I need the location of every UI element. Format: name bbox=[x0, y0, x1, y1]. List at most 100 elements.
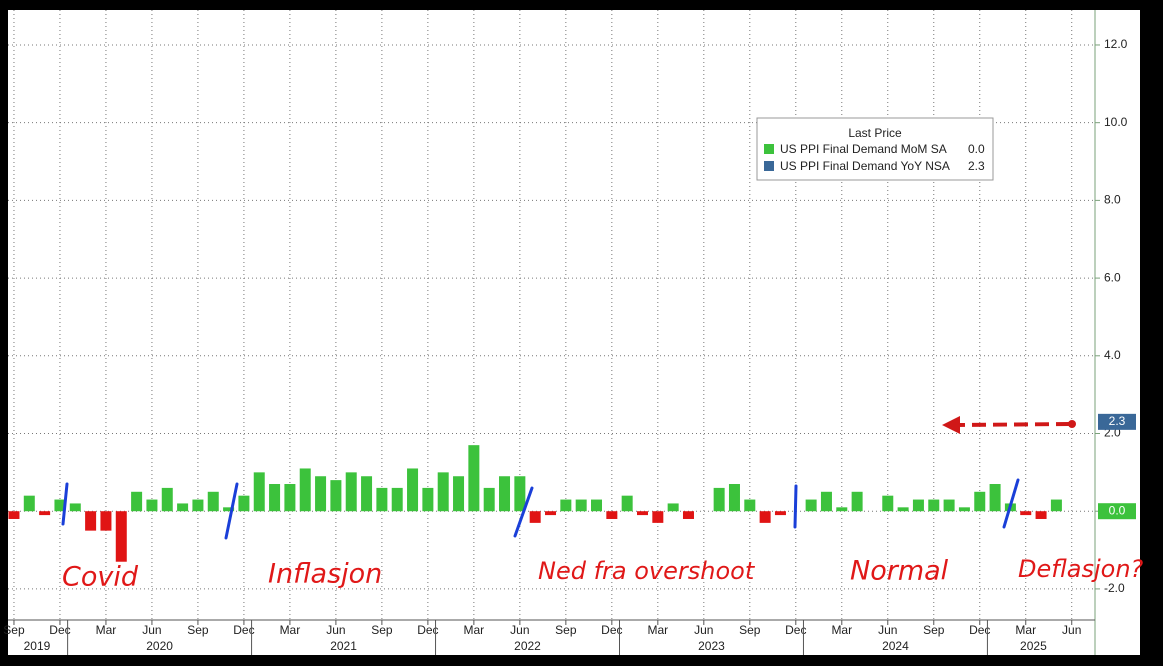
bar bbox=[928, 499, 940, 512]
year-label: 2022 bbox=[514, 639, 541, 653]
bar bbox=[1020, 511, 1032, 516]
last-value-box bbox=[1098, 413, 1136, 430]
bar bbox=[575, 499, 587, 512]
x-tick-label: Dec bbox=[785, 623, 806, 637]
last-value-label: 2.3 bbox=[1109, 414, 1126, 428]
axes: -2.00.02.04.06.08.010.012.0SepDecMarJunS… bbox=[3, 10, 1136, 655]
y-tick-label: 8.0 bbox=[1104, 193, 1121, 207]
x-tick-label: Sep bbox=[187, 623, 209, 637]
bar bbox=[315, 476, 327, 512]
x-tick-label: Dec bbox=[969, 623, 990, 637]
annotation: Deflasjon? bbox=[1018, 555, 1144, 583]
bar bbox=[591, 499, 603, 512]
bar bbox=[269, 484, 281, 512]
x-tick-label: Jun bbox=[1062, 623, 1081, 637]
bar bbox=[774, 511, 786, 516]
bar bbox=[820, 491, 832, 512]
bar bbox=[652, 511, 664, 523]
year-label: 2019 bbox=[24, 639, 51, 653]
legend: Last Price US PPI Final Demand MoM SA 0.… bbox=[756, 117, 994, 181]
marker bbox=[1002, 478, 1020, 529]
legend-label: US PPI Final Demand MoM SA bbox=[780, 142, 947, 156]
legend-title: Last Price bbox=[848, 126, 902, 140]
x-tick-label: Mar bbox=[647, 623, 668, 637]
x-tick-label: Mar bbox=[96, 623, 117, 637]
bar bbox=[23, 495, 35, 512]
marker bbox=[513, 486, 534, 538]
arrow-line bbox=[957, 422, 1071, 427]
bar bbox=[483, 487, 495, 512]
y-tick-label: 12.0 bbox=[1104, 37, 1128, 51]
legend-value: 2.3 bbox=[968, 159, 985, 173]
last-value-box bbox=[1098, 503, 1136, 520]
bar bbox=[69, 503, 81, 512]
bar bbox=[744, 499, 756, 512]
bar bbox=[1035, 511, 1047, 519]
x-tick-label: Mar bbox=[1015, 623, 1036, 637]
annotation: Inflasjon bbox=[268, 559, 382, 590]
x-tick-label: Mar bbox=[280, 623, 301, 637]
annotation: Ned fra overshoot bbox=[538, 557, 756, 585]
x-tick-label: Jun bbox=[878, 623, 897, 637]
bar bbox=[100, 511, 112, 531]
x-tick-label: Dec bbox=[601, 623, 622, 637]
arrow bbox=[942, 416, 1076, 434]
bar bbox=[514, 476, 526, 512]
bar bbox=[177, 503, 189, 512]
marker bbox=[793, 484, 798, 529]
bar bbox=[407, 468, 419, 512]
arrow-head bbox=[942, 416, 960, 434]
bar bbox=[238, 495, 250, 512]
bar bbox=[422, 487, 434, 512]
bar bbox=[437, 472, 449, 512]
arrow-dot bbox=[1068, 420, 1076, 428]
bar bbox=[8, 511, 20, 519]
bar bbox=[207, 491, 219, 512]
x-tick-label: Jun bbox=[694, 623, 713, 637]
bar bbox=[606, 511, 618, 519]
annotation: Normal bbox=[850, 556, 949, 587]
y-tick-label: 4.0 bbox=[1104, 348, 1121, 362]
marker bbox=[61, 482, 69, 526]
bar bbox=[545, 511, 557, 516]
bar bbox=[851, 491, 863, 512]
year-label: 2020 bbox=[146, 639, 173, 653]
bar bbox=[284, 484, 296, 512]
y-tick-label: 10.0 bbox=[1104, 115, 1128, 129]
x-tick-label: Dec bbox=[49, 623, 70, 637]
bar bbox=[453, 476, 465, 512]
bar bbox=[728, 484, 740, 512]
bar bbox=[1050, 499, 1062, 512]
x-tick-label: Sep bbox=[739, 623, 761, 637]
bar bbox=[330, 480, 342, 512]
x-tick-label: Sep bbox=[371, 623, 393, 637]
bars bbox=[8, 445, 1078, 562]
marker bbox=[224, 482, 239, 540]
x-tick-label: Sep bbox=[923, 623, 945, 637]
bar bbox=[943, 499, 955, 512]
bar bbox=[192, 499, 204, 512]
x-tick-label: Mar bbox=[831, 623, 852, 637]
bar bbox=[85, 511, 97, 531]
x-tick-label: Jun bbox=[326, 623, 345, 637]
bar bbox=[974, 491, 986, 512]
x-tick-label: Mar bbox=[464, 623, 485, 637]
last-value-label: 0.0 bbox=[1109, 503, 1126, 517]
bar bbox=[253, 472, 265, 512]
bar bbox=[621, 495, 633, 512]
year-label: 2024 bbox=[882, 639, 909, 653]
bar bbox=[115, 511, 127, 562]
bar bbox=[836, 507, 848, 512]
legend-swatch bbox=[764, 144, 774, 154]
x-tick-label: Jun bbox=[142, 623, 161, 637]
bar bbox=[667, 503, 679, 512]
bar bbox=[39, 511, 51, 516]
bar bbox=[499, 476, 511, 512]
bar bbox=[391, 487, 403, 512]
x-tick-label: Sep bbox=[3, 623, 25, 637]
bar bbox=[912, 499, 924, 512]
y-tick-label: -2.0 bbox=[1104, 581, 1125, 595]
bar bbox=[560, 499, 572, 512]
bar bbox=[161, 487, 173, 512]
legend-label: US PPI Final Demand YoY NSA bbox=[780, 159, 950, 173]
